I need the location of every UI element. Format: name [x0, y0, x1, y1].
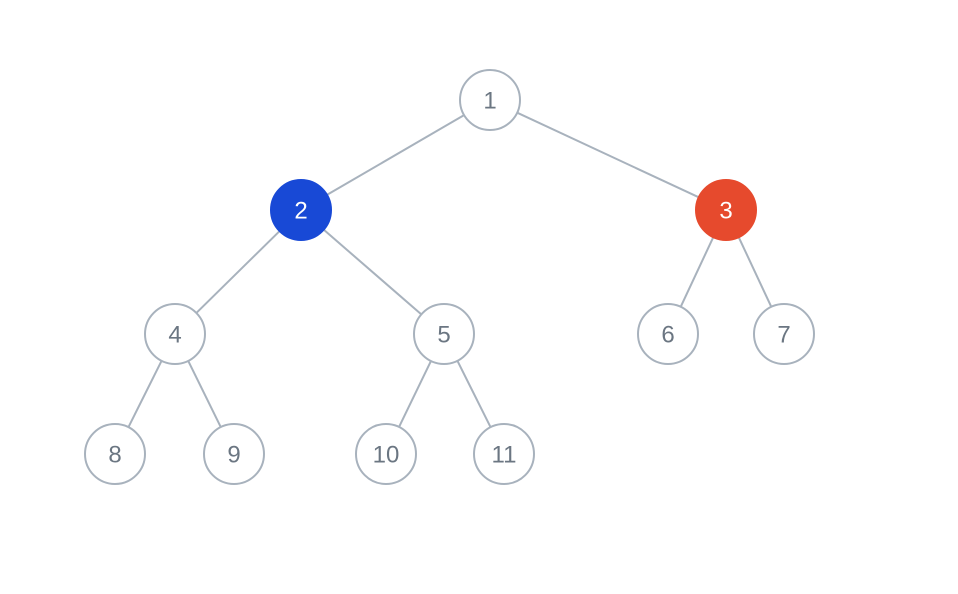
- tree-node: 8: [85, 424, 145, 484]
- tree-edge: [324, 230, 422, 315]
- tree-node: 3: [696, 180, 756, 240]
- tree-edge: [128, 361, 161, 427]
- tree-node-label: 6: [661, 322, 674, 349]
- tree-edge: [399, 361, 431, 427]
- tree-node-label: 3: [719, 198, 732, 225]
- binary-tree-diagram: 1 2 3 4 5 6 7 8 9 10 11: [0, 0, 958, 594]
- tree-node-label: 5: [437, 322, 450, 349]
- tree-edge: [188, 361, 221, 427]
- tree-node: 6: [638, 304, 698, 364]
- tree-node-label: 11: [492, 442, 517, 469]
- tree-node: 5: [414, 304, 474, 364]
- tree-node-label: 2: [294, 198, 307, 225]
- tree-edge: [196, 231, 279, 313]
- tree-edge: [517, 113, 699, 198]
- tree-node-label: 10: [373, 442, 400, 469]
- tree-nodes: 1 2 3 4 5 6 7 8 9 10 11: [85, 70, 814, 484]
- tree-node-label: 4: [168, 322, 181, 349]
- tree-node-label: 7: [777, 322, 790, 349]
- tree-node-label: 9: [227, 442, 240, 469]
- tree-node: 7: [754, 304, 814, 364]
- tree-node-label: 8: [108, 442, 121, 469]
- tree-node: 2: [271, 180, 331, 240]
- tree-node-label: 1: [483, 88, 496, 115]
- tree-edges: [128, 113, 771, 428]
- tree-edge: [739, 237, 772, 307]
- tree-node: 9: [204, 424, 264, 484]
- tree-edge: [327, 115, 464, 195]
- tree-node: 10: [356, 424, 416, 484]
- tree-edge: [457, 361, 490, 427]
- tree-node: 11: [474, 424, 534, 484]
- tree-node: 1: [460, 70, 520, 130]
- tree-edge: [681, 237, 714, 307]
- tree-node: 4: [145, 304, 205, 364]
